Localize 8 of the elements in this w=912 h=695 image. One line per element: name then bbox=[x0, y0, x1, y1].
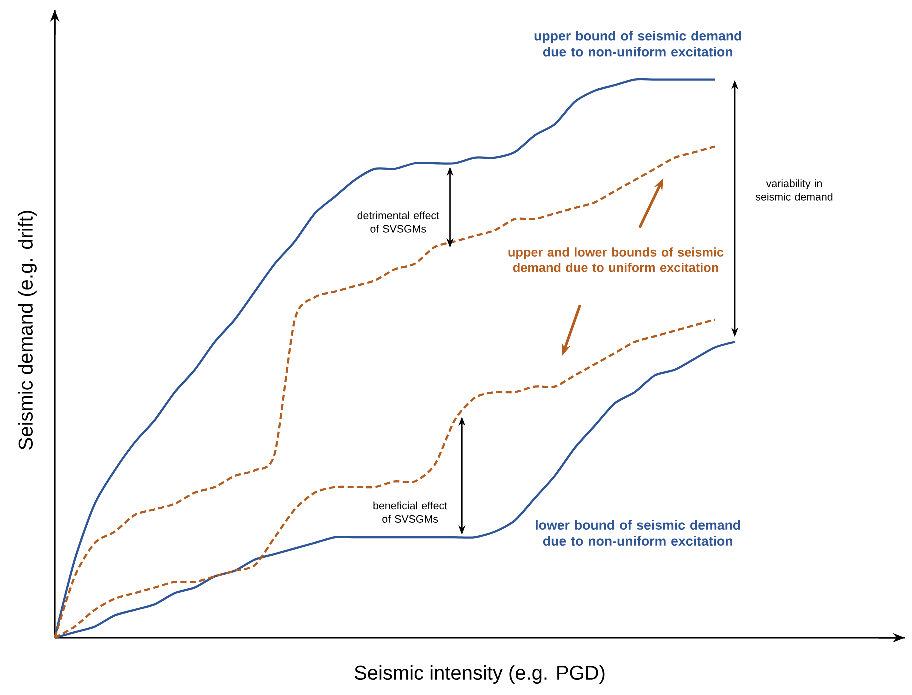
annotation: lower bound of seismic demand due to non-uniform excitation bbox=[536, 520, 740, 546]
text: upper bound of seismic demand due to non-uniform excitation bbox=[534, 31, 742, 57]
x-axis-title: Seismic intensity (e.g. PGD) bbox=[354, 665, 605, 684]
y-axis-title: Seismic demand (e.g. drift) bbox=[18, 211, 37, 450]
text: variability in seismic demand bbox=[756, 180, 833, 201]
annotation: upper and lower bounds of seismic demand due to uniform excitation bbox=[508, 248, 724, 272]
annotation: detrimental effect of SVSGMs bbox=[358, 212, 440, 233]
annotation: beneficial effect of SVSGMs bbox=[374, 502, 448, 523]
